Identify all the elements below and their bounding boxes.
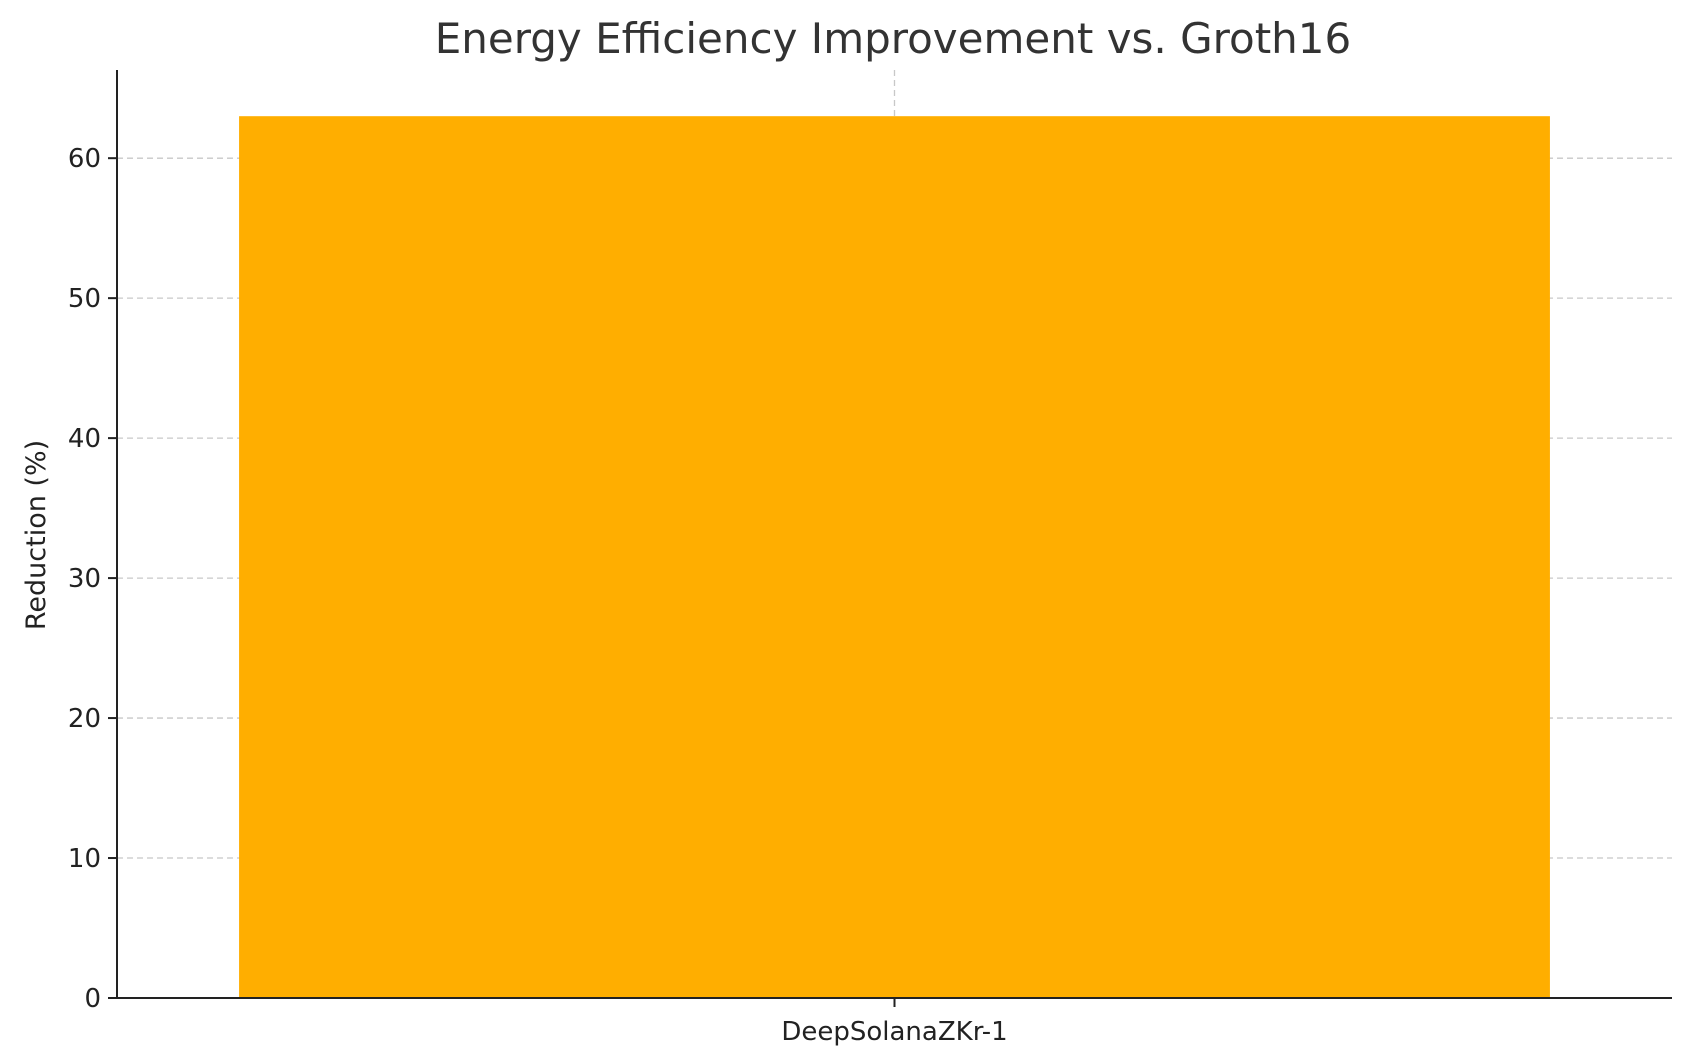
bar-layer [239,116,1550,998]
y-axis-label: Reduction (%) [21,440,52,630]
y-tick-label: 0 [84,984,101,1014]
y-tick-label: 30 [68,564,101,594]
x-tick-label: DeepSolanaZKr-1 [781,1017,1007,1047]
y-tick-label: 60 [68,144,101,174]
axis-layer: 0 10 20 30 40 50 60 DeepSolanaZKr-1 [68,70,1672,1047]
y-tick-label: 20 [68,704,101,734]
bar [239,116,1550,998]
chart-title: Energy Efficiency Improvement vs. Groth1… [435,14,1352,63]
y-tick-label: 40 [68,424,101,454]
y-tick-label: 50 [68,284,101,314]
y-tick-label: 10 [68,844,101,874]
